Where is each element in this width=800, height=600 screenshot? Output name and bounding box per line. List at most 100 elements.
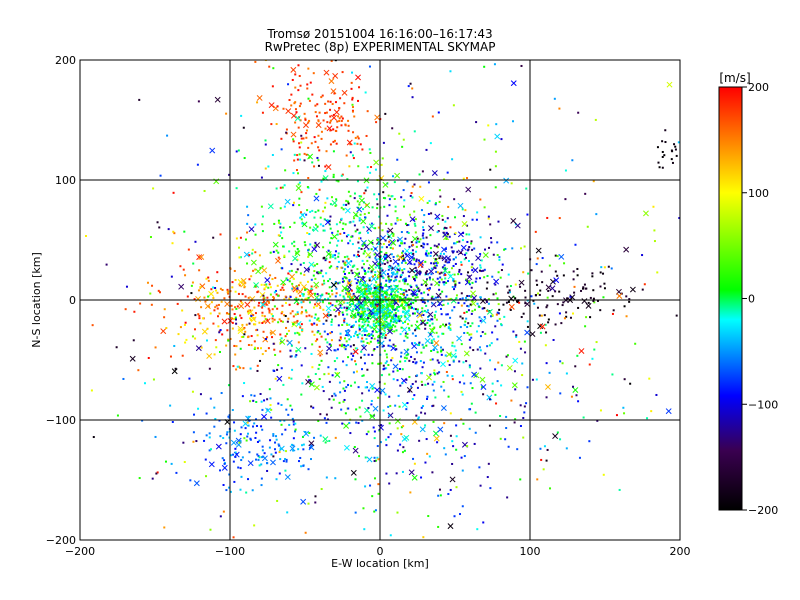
scatter-point (446, 232, 449, 235)
scatter-point (237, 466, 240, 469)
scatter-point (477, 325, 480, 328)
scatter-point (414, 224, 417, 227)
scatter-point (404, 315, 407, 318)
scatter-point (219, 233, 222, 236)
scatter-point (359, 143, 362, 146)
scatter-point (256, 369, 259, 372)
scatter-point (329, 295, 332, 298)
scatter-point (381, 345, 384, 348)
scatter-point (213, 353, 216, 356)
scatter-point (415, 327, 418, 330)
scatter-point (470, 295, 473, 298)
scatter-point (466, 326, 469, 329)
scatter-point (396, 218, 399, 221)
scatter-point (291, 287, 294, 290)
scatter-point (462, 177, 465, 180)
scatter-point (311, 343, 314, 346)
scatter-point (340, 119, 343, 122)
scatter-point (270, 123, 273, 126)
scatter-point (358, 406, 361, 409)
scatter-point (367, 231, 370, 234)
scatter-point (357, 386, 360, 389)
scatter-point (435, 331, 438, 334)
scatter-point (433, 244, 436, 247)
scatter-point (383, 349, 386, 352)
scatter-point (454, 285, 457, 288)
scatter-point (319, 413, 322, 416)
scatter-point (394, 404, 397, 407)
scatter-point (425, 284, 428, 287)
scatter-point (362, 275, 365, 278)
scatter-point (233, 313, 236, 316)
scatter-point (250, 318, 253, 321)
scatter-point (406, 283, 409, 286)
scatter-point-x (326, 125, 333, 132)
scatter-point (247, 432, 250, 435)
scatter-point (387, 405, 390, 408)
scatter-point (356, 268, 359, 271)
scatter-point (317, 420, 320, 423)
scatter-point (432, 389, 435, 392)
scatter-point (376, 203, 379, 206)
scatter-point (314, 223, 317, 226)
scatter-point (399, 333, 402, 336)
scatter-point (446, 360, 449, 363)
scatter-point (334, 315, 337, 318)
scatter-point (347, 119, 350, 122)
scatter-point (426, 287, 429, 290)
scatter-point (261, 456, 264, 459)
scatter-point (193, 413, 196, 416)
scatter-point (289, 404, 292, 407)
scatter-point-x (238, 303, 245, 310)
scatter-point (435, 270, 438, 273)
scatter-point (295, 271, 298, 274)
scatter-point (210, 448, 213, 451)
scatter-point (329, 215, 332, 218)
scatter-point (176, 302, 179, 305)
scatter-point (172, 230, 175, 233)
scatter-point (251, 252, 254, 255)
scatter-point (379, 315, 382, 318)
scatter-point (412, 219, 415, 222)
scatter-point (271, 317, 274, 320)
scatter-point (385, 317, 388, 320)
scatter-point (292, 423, 295, 426)
scatter-point (362, 252, 365, 255)
scatter-point (437, 525, 440, 528)
scatter-point (223, 297, 226, 300)
scatter-point (460, 343, 463, 346)
scatter-point (577, 306, 580, 309)
scatter-point (465, 296, 468, 299)
scatter-point (610, 267, 613, 270)
scatter-point-x (341, 285, 348, 292)
scatter-point (307, 468, 310, 471)
scatter-point (322, 308, 325, 311)
scatter-point (331, 293, 334, 296)
scatter-point (526, 386, 529, 389)
scatter-point (200, 306, 203, 309)
scatter-point (526, 213, 529, 216)
scatter-point (279, 333, 282, 336)
scatter-point (300, 364, 303, 367)
scatter-point (459, 315, 462, 318)
scatter-point (250, 335, 253, 338)
scatter-point (182, 441, 185, 444)
colorbar-tick-label: 0 (748, 293, 755, 306)
scatter-point (341, 277, 344, 280)
scatter-point (402, 138, 405, 141)
scatter-point-x (265, 407, 272, 414)
scatter-point (519, 347, 522, 350)
scatter-point (447, 205, 450, 208)
scatter-point (367, 314, 370, 317)
scatter-point (368, 256, 371, 259)
scatter-point (276, 499, 279, 502)
scatter-point-x (313, 195, 320, 202)
scatter-point (351, 71, 354, 74)
scatter-point (297, 250, 300, 253)
scatter-point (397, 258, 400, 261)
scatter-point (263, 287, 266, 290)
scatter-point (372, 323, 375, 326)
scatter-point (380, 267, 383, 270)
scatter-point (380, 332, 383, 335)
scatter-point (367, 332, 370, 335)
